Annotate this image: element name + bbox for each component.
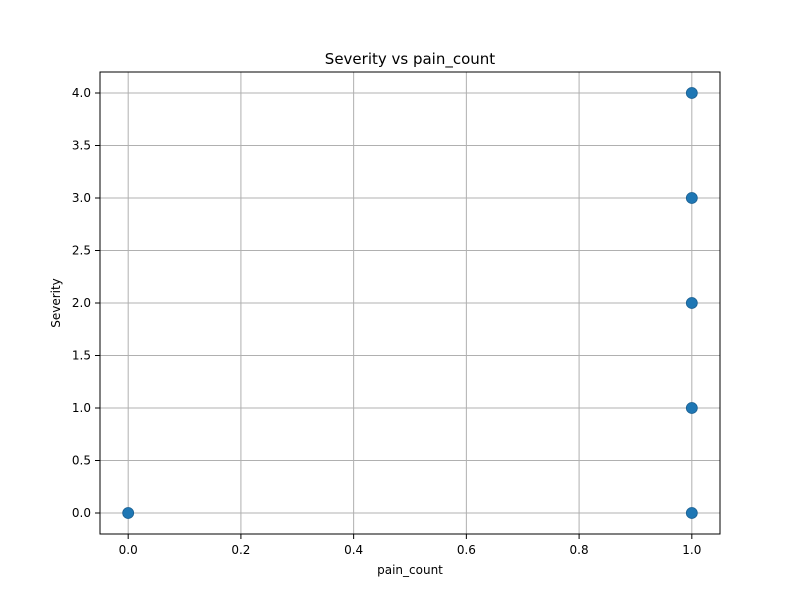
y-tick-label: 3.5 — [72, 139, 91, 153]
data-point — [685, 507, 698, 519]
x-axis-ticks: 0.0 0.2 0.4 0.6 0.8 1.0 — [119, 534, 701, 557]
x-tick-label: 1.0 — [682, 543, 701, 557]
y-axis-ticks: 0.0 0.5 1.0 1.5 2.0 2.5 3.0 3.5 4.0 — [72, 86, 100, 520]
x-tick-label: 0.2 — [231, 543, 250, 557]
x-tick-label: 0.4 — [344, 543, 363, 557]
y-axis-label: Severity — [49, 278, 63, 328]
y-tick-label: 2.5 — [72, 244, 91, 258]
y-tick-label: 0.5 — [72, 454, 91, 468]
data-point — [122, 507, 135, 519]
x-tick-label: 0.8 — [570, 543, 589, 557]
y-tick-label: 3.0 — [72, 191, 91, 205]
x-axis-label: pain_count — [377, 563, 443, 577]
y-tick-label: 0.0 — [72, 506, 91, 520]
chart-title: Severity vs pain_count — [325, 50, 496, 69]
y-tick-label: 1.0 — [72, 401, 91, 415]
data-point — [685, 402, 698, 414]
y-tick-label: 4.0 — [72, 86, 91, 100]
x-tick-label: 0.6 — [457, 543, 476, 557]
y-tick-label: 2.0 — [72, 296, 91, 310]
data-point — [685, 87, 698, 99]
data-points — [122, 87, 698, 519]
data-point — [685, 192, 698, 204]
data-point — [685, 297, 698, 309]
x-tick-label: 0.0 — [119, 543, 138, 557]
y-tick-label: 1.5 — [72, 349, 91, 363]
